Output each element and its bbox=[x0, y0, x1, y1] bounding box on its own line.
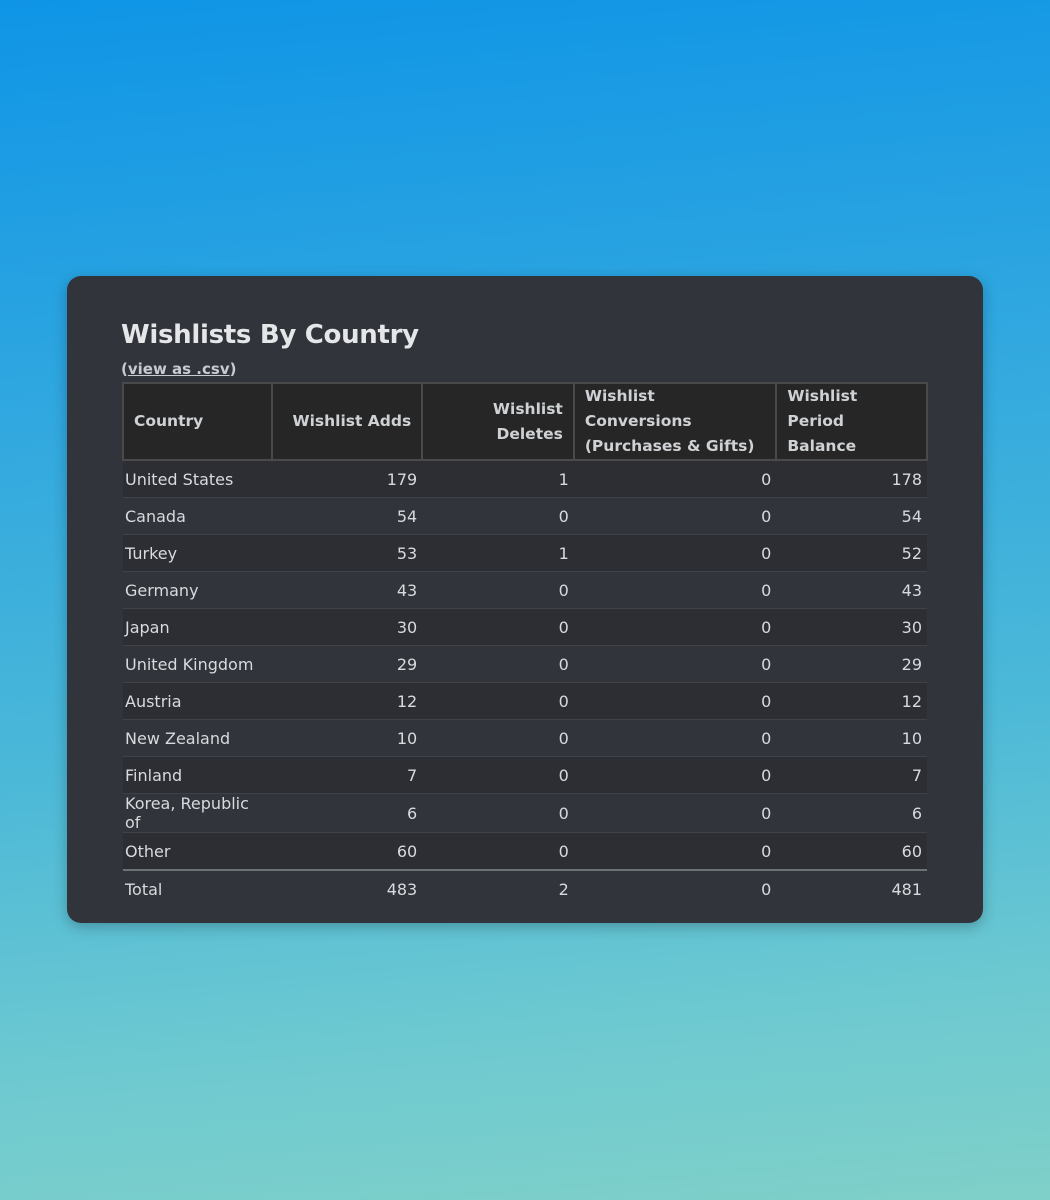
table-row: United Kingdom 29 0 0 29 bbox=[123, 645, 927, 683]
table-row: New Zealand 10 0 0 10 bbox=[123, 719, 927, 757]
wishlist-country-table: Country Wishlist Adds Wishlist Deletes W… bbox=[122, 382, 928, 907]
cell-country: United Kingdom bbox=[123, 645, 272, 683]
cell-country: Austria bbox=[123, 682, 272, 720]
cell-deletes: 0 bbox=[422, 682, 574, 720]
cell-deletes: 0 bbox=[422, 645, 574, 683]
cell-conversions: 0 bbox=[573, 645, 777, 683]
cell-adds: 29 bbox=[271, 645, 423, 683]
cell-adds: 43 bbox=[271, 571, 423, 609]
table-row: Finland 7 0 0 7 bbox=[123, 756, 927, 794]
table-header-row: Country Wishlist Adds Wishlist Deletes W… bbox=[122, 382, 928, 461]
cell-country: New Zealand bbox=[123, 719, 272, 757]
cell-country: Turkey bbox=[123, 534, 272, 572]
cell-adds: 179 bbox=[271, 460, 423, 498]
cell-adds: 7 bbox=[271, 756, 423, 794]
cell-conversions: 0 bbox=[573, 832, 777, 871]
cell-conversions: 0 bbox=[573, 571, 777, 609]
cell-country: Germany bbox=[123, 571, 272, 609]
total-balance: 481 bbox=[776, 869, 927, 907]
cell-conversions: 0 bbox=[573, 756, 777, 794]
cell-country: Finland bbox=[123, 756, 272, 794]
cell-country: Other bbox=[123, 832, 272, 871]
csv-close-paren: ) bbox=[229, 360, 237, 378]
cell-deletes: 0 bbox=[422, 608, 574, 646]
cell-country: Japan bbox=[123, 608, 272, 646]
table-row: Canada 54 0 0 54 bbox=[123, 497, 927, 535]
csv-open-paren: ( bbox=[121, 360, 128, 378]
cell-deletes: 0 bbox=[422, 793, 574, 833]
cell-balance: 12 bbox=[776, 682, 927, 720]
cell-balance: 10 bbox=[776, 719, 927, 757]
total-adds: 483 bbox=[271, 869, 423, 907]
cell-adds: 6 bbox=[271, 793, 423, 833]
table-row: Austria 12 0 0 12 bbox=[123, 682, 927, 720]
total-deletes: 2 bbox=[422, 869, 574, 907]
cell-deletes: 0 bbox=[422, 497, 574, 535]
cell-adds: 10 bbox=[271, 719, 423, 757]
cell-conversions: 0 bbox=[573, 460, 777, 498]
cell-deletes: 0 bbox=[422, 832, 574, 871]
wishlists-panel: Wishlists By Country (view as .csv) Coun… bbox=[67, 276, 983, 923]
panel-title: Wishlists By Country bbox=[121, 320, 419, 350]
total-conversions: 0 bbox=[573, 869, 777, 907]
table-row: Germany 43 0 0 43 bbox=[123, 571, 927, 609]
cell-balance: 7 bbox=[776, 756, 927, 794]
cell-adds: 53 bbox=[271, 534, 423, 572]
cell-conversions: 0 bbox=[573, 608, 777, 646]
header-wishlist-deletes[interactable]: Wishlist Deletes bbox=[421, 382, 575, 461]
table-total-row: Total 483 2 0 481 bbox=[123, 869, 927, 907]
cell-balance: 178 bbox=[776, 460, 927, 498]
cell-conversions: 0 bbox=[573, 793, 777, 833]
cell-balance: 43 bbox=[776, 571, 927, 609]
cell-deletes: 0 bbox=[422, 756, 574, 794]
cell-conversions: 0 bbox=[573, 534, 777, 572]
cell-deletes: 0 bbox=[422, 571, 574, 609]
cell-conversions: 0 bbox=[573, 682, 777, 720]
header-country[interactable]: Country bbox=[122, 382, 273, 461]
cell-balance: 60 bbox=[776, 832, 927, 871]
table-row: Turkey 53 1 0 52 bbox=[123, 534, 927, 572]
cell-balance: 29 bbox=[776, 645, 927, 683]
cell-balance: 54 bbox=[776, 497, 927, 535]
cell-country: Korea, Republic of bbox=[123, 793, 272, 833]
cell-country: Canada bbox=[123, 497, 272, 535]
table-row: Korea, Republic of 6 0 0 6 bbox=[123, 793, 927, 833]
cell-deletes: 1 bbox=[422, 460, 574, 498]
table-row: United States 179 1 0 178 bbox=[123, 460, 927, 498]
csv-link-line: (view as .csv) bbox=[121, 360, 236, 378]
cell-adds: 54 bbox=[271, 497, 423, 535]
header-wishlist-adds[interactable]: Wishlist Adds bbox=[270, 382, 424, 461]
table-row: Other 60 0 0 60 bbox=[123, 832, 927, 871]
cell-deletes: 0 bbox=[422, 719, 574, 757]
cell-conversions: 0 bbox=[573, 497, 777, 535]
view-csv-link[interactable]: view as .csv bbox=[127, 360, 230, 378]
cell-deletes: 1 bbox=[422, 534, 574, 572]
cell-adds: 30 bbox=[271, 608, 423, 646]
header-wishlist-balance[interactable]: Wishlist Period Balance bbox=[775, 382, 928, 461]
cell-balance: 30 bbox=[776, 608, 927, 646]
header-wishlist-conversions[interactable]: Wishlist Conversions (Purchases & Gifts) bbox=[572, 382, 778, 461]
cell-adds: 12 bbox=[271, 682, 423, 720]
cell-adds: 60 bbox=[271, 832, 423, 871]
cell-conversions: 0 bbox=[573, 719, 777, 757]
cell-country: United States bbox=[123, 460, 272, 498]
table-row: Japan 30 0 0 30 bbox=[123, 608, 927, 646]
cell-balance: 6 bbox=[776, 793, 927, 833]
cell-balance: 52 bbox=[776, 534, 927, 572]
total-label: Total bbox=[123, 869, 272, 907]
